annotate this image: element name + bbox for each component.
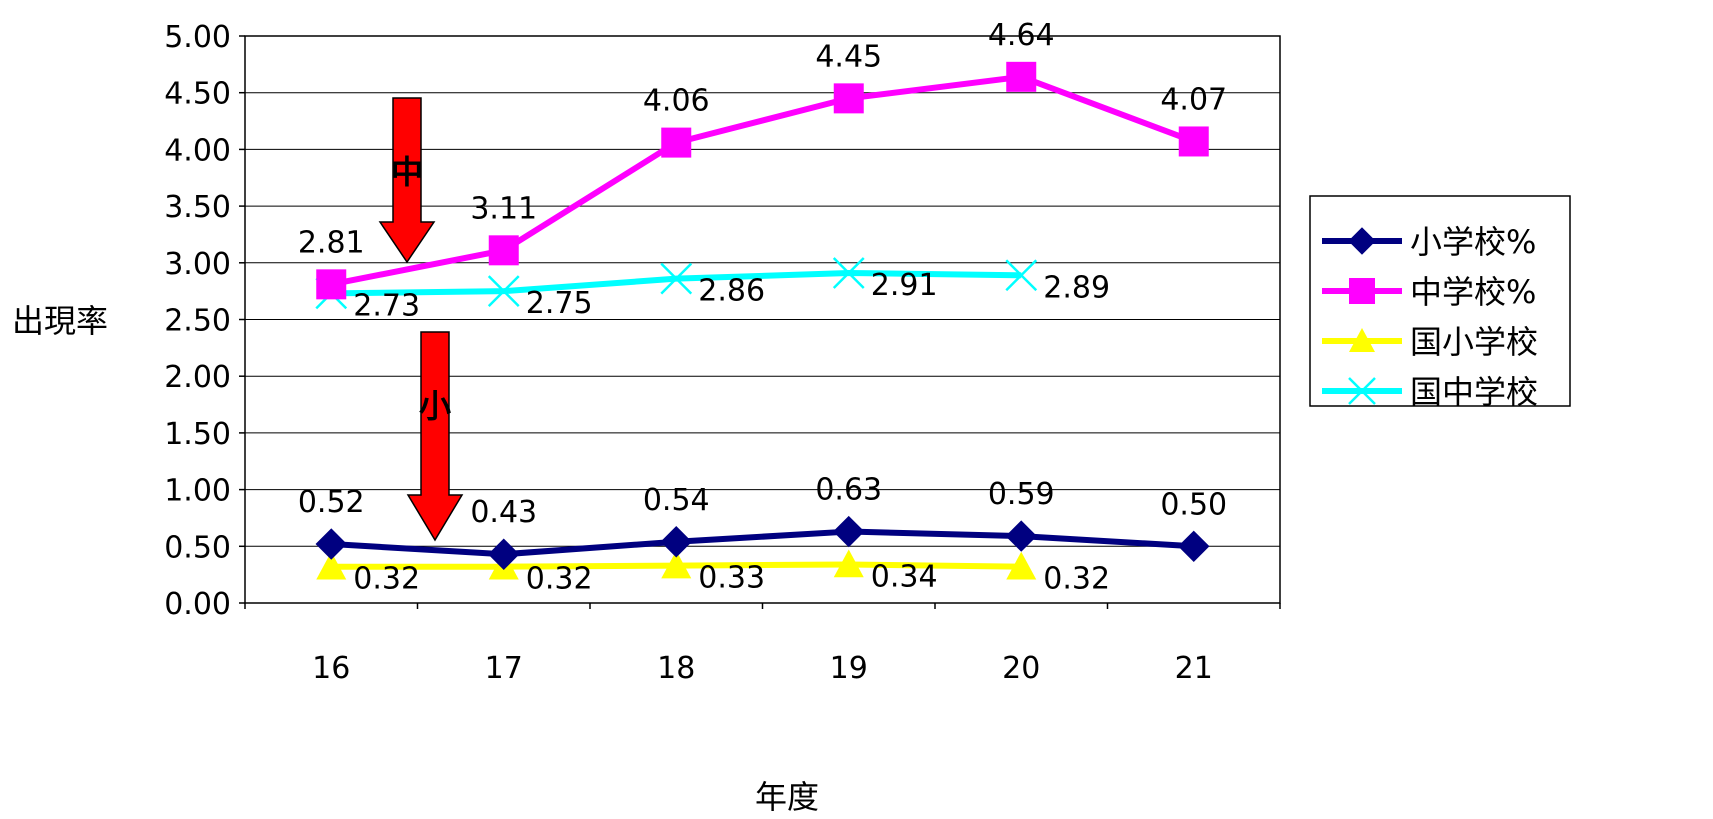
x-marker-stroke	[832, 257, 865, 289]
data-label: 4.45	[815, 39, 882, 74]
data-point	[660, 526, 692, 558]
y-tick-label: 0.50	[164, 530, 231, 565]
data-label: 2.91	[871, 268, 938, 303]
data-point	[315, 528, 347, 560]
data-point	[488, 538, 520, 570]
data-label: 2.73	[353, 288, 420, 323]
x-tick-label: 20	[1002, 651, 1040, 686]
x-axis-title: 年度	[755, 778, 819, 816]
legend-label: 国中学校	[1410, 373, 1538, 411]
series-line-1	[330, 73, 1195, 288]
series-line-0	[331, 528, 1194, 558]
data-label: 2.75	[526, 286, 593, 321]
data-label: 2.81	[298, 225, 365, 260]
data-label: 0.34	[871, 559, 938, 594]
y-tick-label: 4.50	[164, 77, 231, 112]
y-tick-label: 0.00	[164, 587, 231, 622]
data-label: 2.89	[1043, 270, 1110, 305]
legend-marker	[1348, 377, 1376, 405]
data-point	[660, 262, 693, 295]
data-label: 0.43	[470, 495, 537, 530]
x-tick-label: 16	[312, 651, 350, 686]
data-label: 0.52	[298, 485, 365, 520]
data-point	[661, 127, 692, 158]
legend-label: 小学校%	[1410, 223, 1536, 261]
x-tick-label: 18	[657, 651, 695, 686]
x-marker-stroke	[487, 275, 520, 308]
axes: 0.00 0.50 1.00 1.50 2.00 2.50 3.00 3.50 4.00 4.50…	[164, 20, 1281, 686]
y-tick-label: 5.00	[164, 20, 231, 55]
arrow-label: 小	[419, 387, 451, 425]
down-arrow-icon	[378, 97, 436, 264]
arrow-label: 中	[391, 153, 423, 191]
x-tick-label: 19	[830, 651, 868, 686]
legend-marker	[1349, 328, 1375, 353]
x-marker-stroke	[660, 262, 693, 295]
data-label: 3.11	[470, 191, 537, 226]
data-label: 0.50	[1160, 487, 1227, 522]
data-point	[661, 550, 692, 579]
data-point	[316, 269, 347, 300]
data-label: 0.32	[526, 562, 593, 597]
y-axis-title: 出現率	[12, 302, 108, 340]
data-point	[833, 515, 865, 548]
data-point	[1178, 126, 1209, 157]
legend-label: 国小学校	[1410, 323, 1538, 361]
data-point	[1005, 259, 1038, 292]
data-label: 4.06	[643, 84, 710, 119]
data-label: 0.59	[988, 477, 1055, 512]
x-marker-stroke	[1348, 377, 1376, 405]
y-tick-label: 3.00	[164, 247, 231, 282]
data-point	[833, 83, 864, 114]
legend-marker	[1348, 227, 1376, 255]
x-marker-stroke	[1005, 259, 1038, 292]
data-point	[488, 235, 519, 266]
y-tick-label: 3.50	[164, 190, 231, 225]
series-group	[315, 61, 1210, 580]
data-point	[316, 551, 347, 580]
data-point	[1006, 551, 1037, 580]
down-arrow-icon	[406, 331, 464, 542]
data-label: 4.07	[1160, 82, 1227, 117]
data-point	[1005, 520, 1037, 552]
y-tick-label: 2.50	[164, 304, 231, 339]
x-tick-label: 21	[1175, 651, 1213, 686]
legend-label: 中学校%	[1410, 273, 1536, 311]
data-label: 0.54	[643, 483, 710, 518]
data-point	[832, 257, 865, 289]
data-label: 2.86	[698, 274, 765, 309]
data-labels: 0.52 0.43 0.54 0.63 0.59 0.50 2.81 3.11 4.06 4.45…	[298, 18, 1227, 597]
data-point	[1178, 530, 1210, 563]
y-tick-label: 2.00	[164, 360, 231, 395]
y-tick-label: 1.50	[164, 417, 231, 452]
y-tick-label: 1.00	[164, 474, 231, 509]
x-tick-label: 17	[485, 651, 523, 686]
data-label: 0.33	[698, 561, 765, 596]
data-label: 0.32	[353, 562, 420, 597]
data-point	[833, 549, 864, 578]
data-point	[487, 275, 520, 308]
legend-marker	[1349, 278, 1375, 304]
y-tick-label: 4.00	[164, 133, 231, 168]
data-point	[1006, 61, 1037, 92]
data-label: 0.63	[815, 473, 882, 508]
data-label: 4.64	[988, 18, 1055, 53]
annotations: 中小	[378, 97, 464, 542]
data-label: 0.32	[1043, 562, 1110, 597]
